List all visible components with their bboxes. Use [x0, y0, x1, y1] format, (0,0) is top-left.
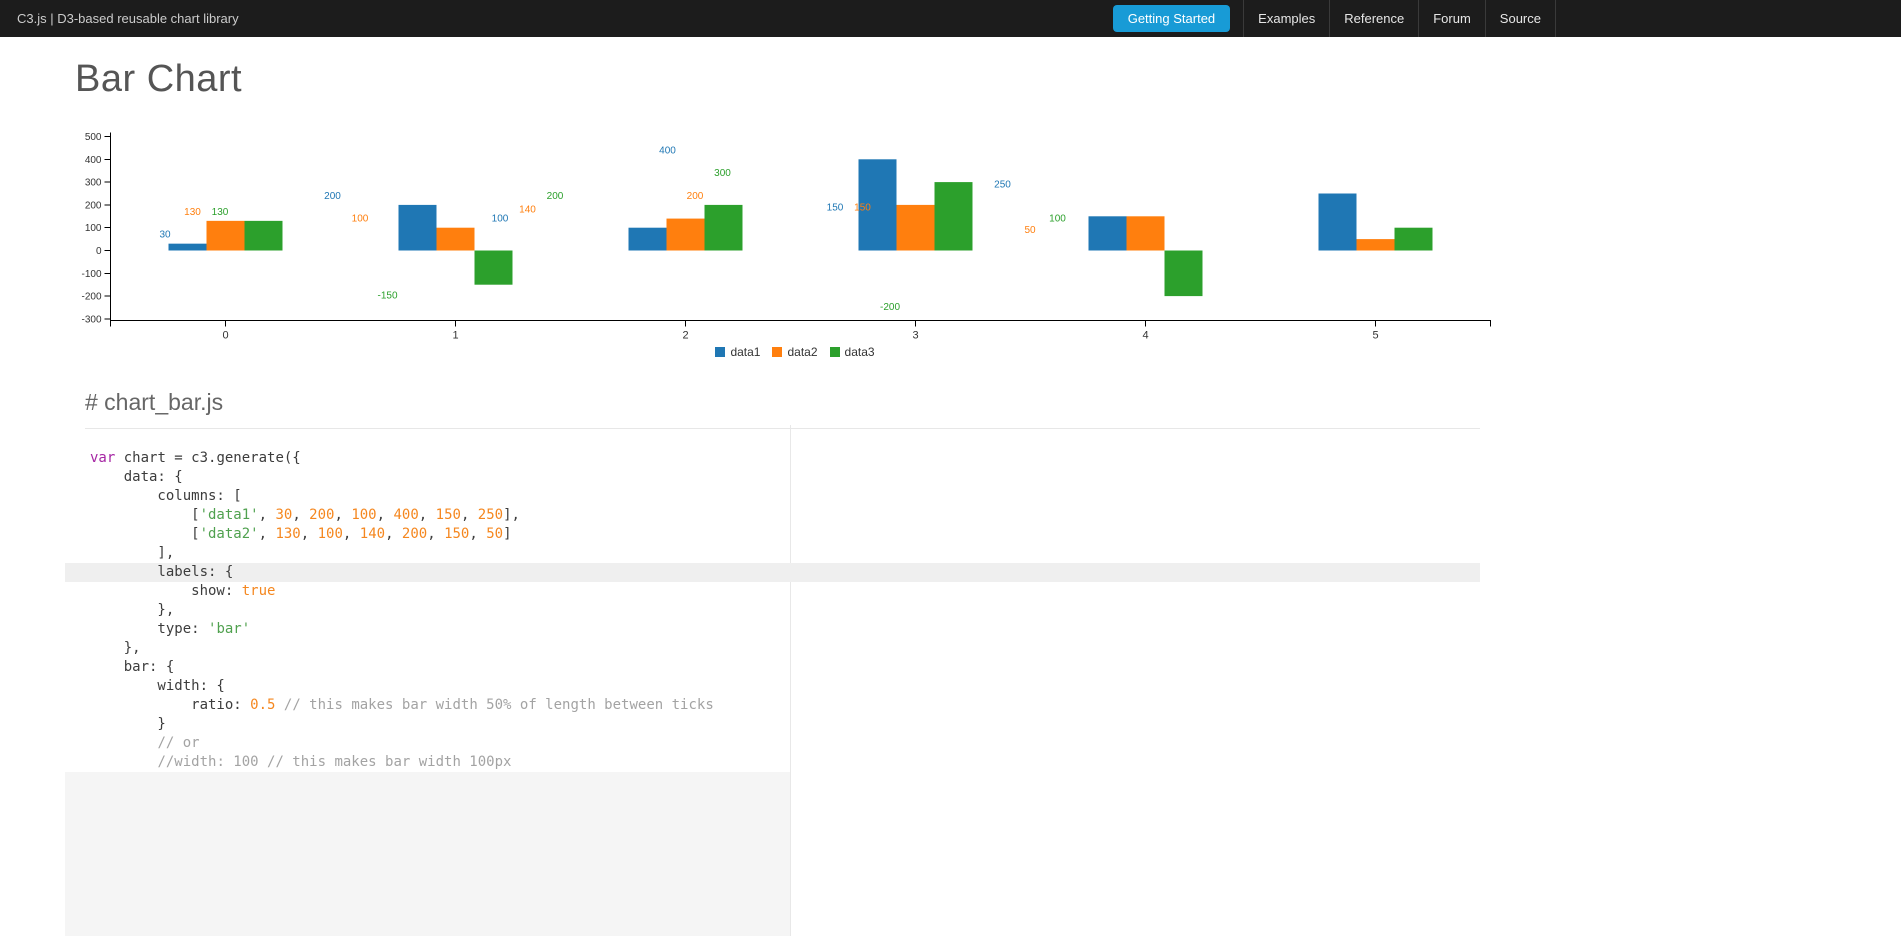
code-line: }: [90, 716, 166, 732]
bar-chart[interactable]: 500 400 300 200 100 0 -100 -200 -300 0 1 2 3 4 5 30 200 1…: [81, 127, 1495, 359]
svg-text:1: 1: [452, 330, 458, 342]
code-line: var chart = c3.generate({: [90, 450, 301, 466]
svg-text:0: 0: [96, 246, 102, 257]
bar-value-label: 150: [827, 202, 844, 213]
bar-data2-5[interactable]: [1356, 239, 1395, 251]
navbar-menu: Getting Started Examples Reference Forum…: [1112, 0, 1556, 37]
svg-text:500: 500: [85, 132, 102, 143]
bar-value-label: 100: [1049, 214, 1066, 225]
code-line: show: true: [90, 583, 276, 599]
legend-item-data1[interactable]: data1: [715, 345, 760, 359]
navbar: C3.js | D3-based reusable chart library …: [0, 0, 1901, 37]
code-line: columns: [: [90, 488, 242, 504]
code-line: ['data1', 30, 200, 100, 400, 150, 250],: [90, 507, 520, 523]
code-line: ],: [90, 545, 175, 561]
bar-value-label: 100: [492, 214, 509, 225]
bar-data2-0[interactable]: [206, 220, 245, 251]
bar-value-label: 250: [994, 180, 1011, 191]
code-line: data: {: [90, 469, 183, 485]
bar-data1-0[interactable]: [168, 243, 207, 251]
bar-value-label: 30: [159, 230, 171, 241]
main-content: Bar Chart 500 400 300 200 100 0 -100 -200 -300 0 1…: [0, 57, 1901, 936]
bar-value-label: -150: [377, 291, 397, 302]
highlighted-region: [65, 772, 790, 936]
bar-data3-3[interactable]: [934, 182, 973, 251]
bar-value-label: 130: [212, 207, 229, 218]
bar-data2-2[interactable]: [666, 218, 705, 251]
bar-value-label: 200: [324, 191, 341, 202]
bar-data1-5[interactable]: [1318, 193, 1357, 251]
bar-data3-2[interactable]: [704, 204, 743, 251]
svg-text:200: 200: [85, 200, 102, 211]
bar-data3-0[interactable]: [244, 220, 283, 251]
svg-text:300: 300: [85, 178, 102, 189]
legend-swatch-icon: [772, 347, 783, 357]
svg-text:-300: -300: [81, 314, 101, 325]
legend-swatch-icon: [829, 347, 840, 357]
legend-swatch-icon: [715, 347, 726, 357]
svg-text:-100: -100: [81, 269, 101, 280]
bar-value-label: 300: [714, 168, 731, 179]
chart-legend: data1 data2 data3: [95, 345, 1495, 359]
bar-chart-svg[interactable]: 500 400 300 200 100 0 -100 -200 -300 0 1 2 3 4 5 30 200 1…: [81, 127, 1495, 342]
svg-text:400: 400: [85, 155, 102, 166]
nav-reference[interactable]: Reference: [1329, 0, 1418, 37]
section-heading: # chart_bar.js: [85, 389, 1480, 429]
legend-label: data1: [730, 345, 761, 359]
code-line: ratio: 0.5 // this makes bar width 50% o…: [90, 697, 714, 713]
code-line: width: {: [90, 678, 225, 694]
svg-text:0: 0: [222, 330, 228, 342]
svg-text:100: 100: [85, 223, 102, 234]
nav-examples[interactable]: Examples: [1243, 0, 1329, 37]
svg-text:2: 2: [682, 330, 688, 342]
bar-value-label: 100: [352, 214, 369, 225]
bar-data2-4[interactable]: [1126, 216, 1165, 251]
code-line: type: 'bar': [90, 621, 251, 637]
bar-value-label: 200: [547, 191, 564, 202]
bar-data2-1[interactable]: [436, 227, 475, 251]
legend-label: data2: [787, 345, 818, 359]
bar-data3-1[interactable]: [474, 250, 513, 285]
content-divider: [790, 425, 791, 936]
svg-text:5: 5: [1372, 330, 1378, 342]
code-line: },: [90, 640, 141, 656]
bar-value-label: 140: [519, 205, 536, 216]
nav-forum[interactable]: Forum: [1418, 0, 1485, 37]
legend-item-data3[interactable]: data3: [829, 345, 875, 359]
svg-text:-200: -200: [81, 292, 101, 303]
bar-value-label: 200: [687, 191, 704, 202]
bar-data3-5[interactable]: [1394, 227, 1433, 251]
bar-value-label: 150: [854, 202, 871, 213]
page-title: Bar Chart: [75, 58, 243, 100]
bar-data1-2[interactable]: [628, 227, 667, 251]
code-line: // or: [157, 735, 200, 751]
bar-value-label: 130: [184, 207, 201, 218]
bar-value-label: 400: [659, 145, 676, 156]
svg-text:3: 3: [912, 330, 918, 342]
code-line: },: [90, 602, 175, 618]
code-line: ['data2', 130, 100, 140, 200, 150, 50]: [90, 526, 512, 542]
code-line: bar: {: [90, 659, 175, 675]
navbar-brand[interactable]: C3.js | D3-based reusable chart library: [17, 11, 239, 26]
bar-value-label: -200: [880, 302, 900, 313]
nav-source[interactable]: Source: [1484, 0, 1556, 37]
bar-data2-3[interactable]: [896, 204, 935, 251]
code-block: var chart = c3.generate({ data: { column…: [65, 441, 1480, 780]
bar-value-label: 50: [1024, 225, 1036, 236]
bar-data1-3[interactable]: [858, 159, 897, 251]
legend-label: data3: [844, 345, 875, 359]
code-line-highlighted: labels: {: [65, 563, 1480, 582]
nav-getting-started-button[interactable]: Getting Started: [1112, 5, 1231, 32]
code-line: //width: 100 // this makes bar width 100…: [157, 754, 512, 770]
bar-data1-1[interactable]: [398, 204, 437, 251]
svg-text:4: 4: [1142, 330, 1148, 342]
bar-data1-4[interactable]: [1088, 216, 1127, 251]
legend-item-data2[interactable]: data2: [772, 345, 818, 359]
bar-data3-4[interactable]: [1164, 250, 1203, 297]
